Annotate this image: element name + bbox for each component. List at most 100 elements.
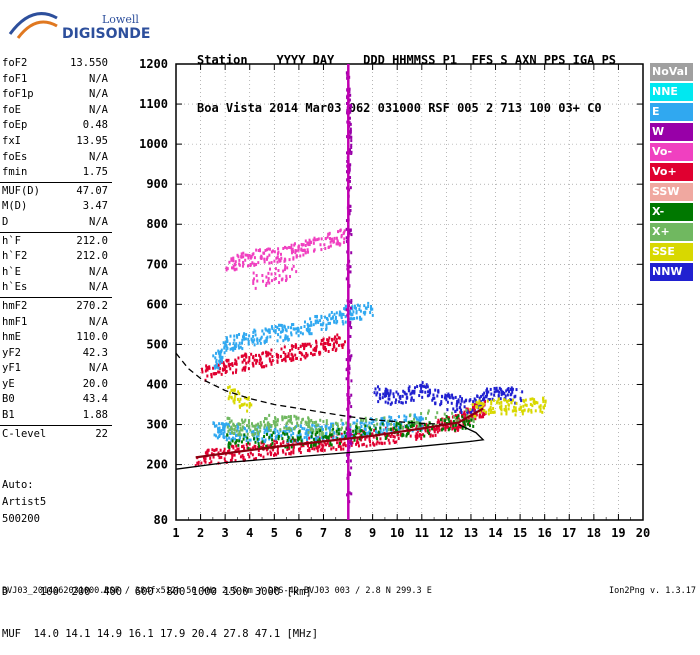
echo-point (295, 254, 298, 258)
echo-point (370, 421, 373, 425)
echo-point (254, 333, 257, 337)
y-tick-label: 1000 (139, 137, 168, 151)
echo-point (348, 87, 351, 91)
echo-point (271, 438, 274, 442)
echo-point (420, 383, 423, 387)
echo-point (286, 266, 289, 270)
echo-point (232, 445, 235, 449)
echo-point (468, 421, 471, 425)
echo-point (379, 397, 382, 401)
echo-point (220, 432, 223, 436)
echo-point (279, 330, 282, 334)
echo-point (225, 266, 228, 270)
echo-point (354, 429, 357, 433)
echo-point (503, 398, 506, 402)
echo-point (307, 416, 310, 420)
x-tick-label: 14 (488, 526, 502, 540)
echo-point (281, 358, 284, 362)
echo-point (386, 424, 389, 428)
echo-point (479, 399, 482, 403)
echo-point (463, 405, 466, 409)
echo-point (468, 399, 471, 403)
echo-point (218, 433, 221, 437)
echo-point (242, 333, 245, 337)
echo-point (233, 453, 236, 457)
echo-point (230, 458, 233, 462)
echo-point (336, 239, 339, 243)
echo-point (475, 402, 478, 406)
echo-point (315, 438, 318, 442)
echo-point (505, 410, 508, 414)
echo-point (263, 340, 266, 344)
echo-point (276, 441, 279, 445)
echo-point (201, 370, 204, 374)
echo-point (478, 415, 481, 419)
echo-point (349, 306, 352, 310)
param-name: B1 (2, 409, 15, 422)
echo-point (442, 427, 445, 431)
echo-point (385, 388, 388, 392)
echo-point (269, 433, 272, 437)
echo-point (320, 342, 323, 346)
echo-point (286, 445, 289, 449)
echo-point (447, 417, 450, 421)
echo-point (290, 439, 293, 443)
echo-point (541, 410, 544, 414)
echo-point (393, 422, 396, 426)
echo-point (308, 446, 311, 450)
echo-point (450, 401, 453, 405)
x-tick-label: 15 (513, 526, 527, 540)
echo-point (350, 442, 353, 446)
echo-point (310, 418, 313, 422)
echo-point (276, 255, 279, 259)
echo-point (223, 424, 226, 428)
echo-point (225, 358, 228, 362)
echo-point (529, 397, 532, 401)
echo-point (296, 421, 299, 425)
echo-point (307, 243, 310, 247)
echo-point (248, 254, 251, 258)
echo-point (392, 434, 395, 438)
echo-point (283, 357, 286, 361)
echo-point (341, 344, 344, 348)
echo-point (300, 421, 303, 425)
echo-point (322, 321, 325, 325)
echo-point (407, 386, 410, 390)
echo-point (374, 387, 377, 391)
echo-point (542, 405, 545, 409)
echo-point (424, 385, 427, 389)
echo-point (462, 424, 465, 428)
echo-point (436, 394, 439, 398)
echo-point (310, 443, 313, 447)
echo-point (332, 427, 335, 431)
echo-point (478, 396, 481, 400)
echo-point (229, 334, 232, 338)
echo-point (362, 432, 365, 436)
echo-point (380, 417, 383, 421)
echo-point (488, 397, 491, 401)
echo-point (226, 433, 229, 437)
echo-point (315, 420, 318, 424)
echo-point (230, 431, 233, 435)
echo-point (464, 413, 467, 417)
echo-point (360, 418, 363, 422)
echo-point (210, 460, 213, 464)
echo-point (244, 418, 247, 422)
echo-point (316, 428, 319, 432)
echo-point (244, 368, 247, 372)
echo-point (226, 339, 229, 343)
y-tick-label: 900 (146, 177, 168, 191)
echo-point (451, 395, 454, 399)
echo-point (364, 310, 367, 314)
echo-point (522, 404, 525, 408)
echo-point (270, 362, 273, 366)
echo-point (428, 431, 431, 435)
echo-point (227, 358, 230, 362)
param-name: foEs (2, 150, 28, 163)
echo-point (468, 410, 471, 414)
echo-point (336, 240, 339, 244)
x-tick-label: 9 (369, 526, 376, 540)
echo-point (428, 390, 431, 394)
echo-point (345, 421, 348, 425)
echo-point (349, 323, 352, 327)
